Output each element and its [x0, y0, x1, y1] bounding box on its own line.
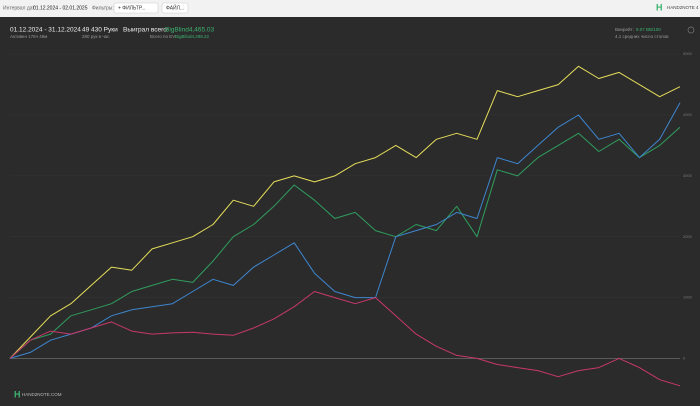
filters-label: Фильтры: — [92, 5, 114, 11]
y-tick-label: 3000 — [683, 173, 693, 178]
settings-icon[interactable] — [687, 26, 695, 34]
ev-value: BigBlind4,298.22 — [175, 34, 210, 39]
hands-rate: 280 рук в час — [82, 34, 110, 39]
brand: HAND2NOTE 4 — [667, 5, 699, 10]
footer-logo-icon: H — [14, 389, 21, 399]
footer-brand: HAND2NOTE.COM — [22, 392, 62, 397]
y-tick-label: 1000 — [683, 295, 693, 300]
winrate-value: 9.07 BB/100 — [636, 27, 661, 32]
winrate-label: Винрейт: — [615, 26, 634, 32]
y-tick-label: 2000 — [683, 234, 693, 239]
ev-label: Всего по EV: — [150, 34, 176, 39]
y-tick-label: 5000 — [683, 51, 693, 56]
period: 01.12.2024 - 31.12.2024 — [10, 27, 81, 34]
series-line — [9, 102, 681, 359]
date-label: Интервал дат: — [3, 5, 36, 11]
won-value: BigBlind4,465.03 — [165, 27, 215, 34]
series-line — [9, 65, 681, 359]
series-line — [9, 291, 681, 387]
hands: 49 430 Руки — [82, 27, 118, 34]
active-time: Активен 176ч 49м — [10, 34, 47, 39]
file-button[interactable] — [161, 2, 189, 14]
file-button-label[interactable]: ФАЙЛ... — [166, 3, 184, 11]
series-line — [9, 126, 681, 359]
y-tick-label: 4000 — [683, 112, 693, 117]
filter-button-label[interactable]: + ФИЛЬТР... — [118, 5, 145, 11]
filter-button[interactable] — [113, 2, 159, 14]
logo-icon: H — [656, 2, 663, 12]
y-tick-label: 0 — [683, 356, 686, 361]
date-range[interactable]: 01.12.2024 - 02.01.2025 — [33, 5, 88, 11]
tables: 4.1 средних число столов — [615, 34, 669, 39]
won-label: Выиграл всего: — [123, 27, 169, 34]
